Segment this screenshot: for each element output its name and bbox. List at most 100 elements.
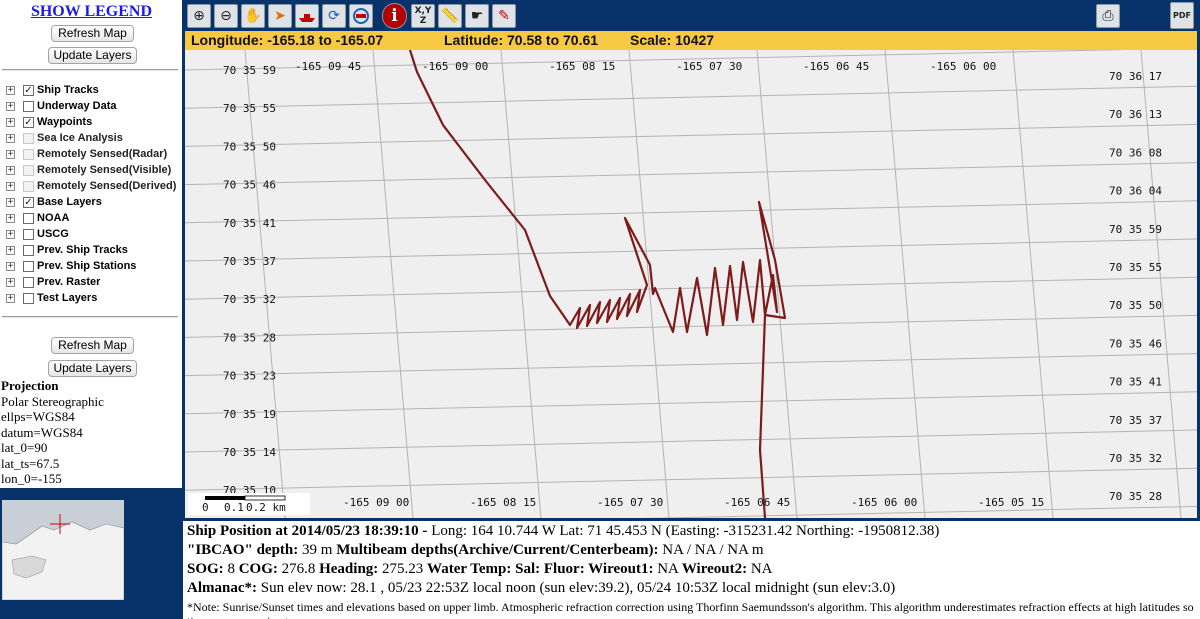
select-pointer-icon[interactable]: ➤ (268, 4, 292, 28)
zoom-out-icon[interactable]: ⊖ (214, 4, 238, 28)
layer-label: Waypoints (37, 116, 93, 128)
longitude-label-bottom: -165 09 00 (343, 496, 409, 509)
expand-plus-icon[interactable]: + (6, 244, 15, 255)
sog-value: 8 (223, 561, 239, 577)
layer-row[interactable]: + Underway Data (6, 98, 182, 114)
layer-checkbox[interactable] (23, 244, 34, 256)
scale-bar-label: 0.2 km (246, 501, 286, 514)
expand-plus-icon[interactable]: + (6, 116, 15, 127)
layer-label: NOAA (37, 212, 70, 224)
latitude-label-right: 70 35 41 (1109, 376, 1162, 389)
refresh-map-button-top[interactable]: Refresh Map (51, 25, 134, 42)
latitude-grid-line (185, 314, 1197, 338)
layer-row[interactable]: + Prev. Ship Tracks (6, 242, 182, 258)
layer-checkbox[interactable] (23, 100, 34, 112)
layer-row[interactable]: + Remotely Sensed(Derived) (6, 178, 182, 194)
expand-plus-icon[interactable]: + (6, 84, 15, 95)
layer-row[interactable]: + ✓ Waypoints (6, 114, 182, 130)
longitude-range: Longitude: -165.18 to -165.07 (191, 32, 384, 48)
latitude-label-right: 70 36 04 (1109, 185, 1162, 198)
wireout1-value: NA (653, 561, 682, 577)
layer-checkbox[interactable] (23, 228, 34, 240)
latitude-label-right: 70 35 55 (1109, 261, 1162, 274)
layer-row[interactable]: + ✓ Ship Tracks (6, 82, 182, 98)
expand-plus-icon[interactable]: + (6, 292, 15, 303)
wireout1-label: Wireout1: (584, 561, 654, 577)
xyz-coordinate-icon[interactable]: X,Y Z (411, 4, 435, 28)
update-layers-button-top[interactable]: Update Layers (48, 47, 137, 64)
expand-plus-icon[interactable]: + (6, 148, 15, 159)
pdf-icon[interactable]: PDF (1170, 2, 1194, 29)
layer-checkbox[interactable]: ✓ (23, 116, 34, 128)
latitude-label-right: 70 36 17 (1109, 70, 1162, 83)
layer-label: Sea Ice Analysis (37, 132, 123, 144)
layer-row[interactable]: + NOAA (6, 210, 182, 226)
multibeam-label: Multibeam depths(Archive/Current/Centerb… (336, 542, 659, 558)
overview-map[interactable] (0, 488, 183, 619)
layer-row[interactable]: + Prev. Raster (6, 274, 182, 290)
info-icon[interactable]: i (382, 3, 407, 29)
layer-checkbox (23, 148, 34, 160)
projection-title: Projection (1, 378, 59, 393)
recenter-icon[interactable]: ⟳ (322, 4, 346, 28)
map-svg[interactable]: 70 35 59 70 35 55 70 35 50 70 35 46 70 35 41… (185, 50, 1197, 518)
map-canvas[interactable]: 70 35 59 70 35 55 70 35 50 70 35 46 70 35 41… (185, 50, 1197, 518)
layer-row[interactable]: + USCG (6, 226, 182, 242)
zoom-in-icon[interactable]: ⊕ (187, 4, 211, 28)
layer-label: Ship Tracks (37, 84, 99, 96)
nav-line: SOG: 8 COG: 276.8 Heading: 275.23 Water … (187, 560, 1199, 579)
latitude-label-right: 70 35 50 (1109, 299, 1162, 312)
overview-map-image[interactable] (2, 500, 124, 600)
map-toolbar: ⊕ ⊖ ✋ ➤ ⟳ i X,Y Z 📏 ☛ ✎ ⎙ PDF (182, 0, 1200, 31)
expand-plus-icon[interactable]: + (6, 276, 15, 287)
latitude-grid-line (185, 85, 1197, 109)
pan-hand-icon[interactable]: ✋ (241, 4, 265, 28)
layer-checkbox[interactable]: ✓ (23, 196, 34, 208)
almanac-note: *Note: Sunrise/Sunset times and elevatio… (187, 600, 1194, 619)
expand-plus-icon[interactable]: + (6, 228, 15, 239)
layer-checkbox[interactable] (23, 276, 34, 288)
layer-checkbox[interactable] (23, 260, 34, 272)
printer-icon[interactable]: ⎙ (1096, 4, 1120, 28)
latitude-label-left: 70 35 37 (223, 255, 276, 268)
refresh-map-button-bottom[interactable]: Refresh Map (51, 337, 134, 354)
layer-checkbox[interactable] (23, 292, 34, 304)
expand-plus-icon[interactable]: + (6, 260, 15, 271)
layer-row[interactable]: + ✓ Base Layers (6, 194, 182, 210)
expand-plus-icon[interactable]: + (6, 180, 15, 191)
layer-label: Underway Data (37, 100, 117, 112)
depth-label: "IBCAO" depth: (187, 542, 299, 558)
longitude-grid-line (756, 50, 798, 518)
latitude-grid-line (185, 467, 1197, 491)
latitude-label-right: 70 35 37 (1109, 414, 1162, 427)
projection-line: ellps=WGS84 (1, 409, 75, 424)
layer-row[interactable]: + Prev. Ship Stations (6, 258, 182, 274)
layer-row[interactable]: + Sea Ice Analysis (6, 130, 182, 146)
show-legend-link[interactable]: SHOW LEGEND (30, 3, 153, 20)
layer-checkbox (23, 164, 34, 176)
expand-plus-icon[interactable]: + (6, 212, 15, 223)
ship-icon[interactable] (295, 4, 319, 28)
projection-line: lat_ts=67.5 (1, 455, 60, 471)
multibeam-value: NA / NA / NA m (658, 542, 764, 558)
layer-checkbox[interactable]: ✓ (23, 84, 34, 96)
ship-target-icon[interactable] (349, 4, 373, 28)
expand-plus-icon[interactable]: + (6, 164, 15, 175)
waypoint-pin-icon[interactable]: ✎ (492, 4, 516, 28)
ruler-icon[interactable]: 📏 (438, 4, 462, 28)
layer-row[interactable]: + Remotely Sensed(Radar) (6, 146, 182, 162)
heading-value: 275.23 (378, 561, 428, 577)
latitude-label-left: 70 35 32 (223, 293, 276, 306)
cog-value: 276.8 (277, 561, 320, 577)
update-layers-button-bottom[interactable]: Update Layers (48, 360, 137, 377)
layer-checkbox[interactable] (23, 212, 34, 224)
longitude-grid-line (884, 50, 926, 518)
layer-row[interactable]: + Test Layers (6, 290, 182, 306)
expand-plus-icon[interactable]: + (6, 132, 15, 143)
hand-point-icon[interactable]: ☛ (465, 4, 489, 28)
expand-plus-icon[interactable]: + (6, 196, 15, 207)
almanac-value: Sun elev now: 28.1 , 05/23 22:53Z local … (257, 580, 896, 596)
expand-plus-icon[interactable]: + (6, 100, 15, 111)
longitude-label-top: -165 08 15 (549, 60, 615, 73)
layer-row[interactable]: + Remotely Sensed(Visible) (6, 162, 182, 178)
